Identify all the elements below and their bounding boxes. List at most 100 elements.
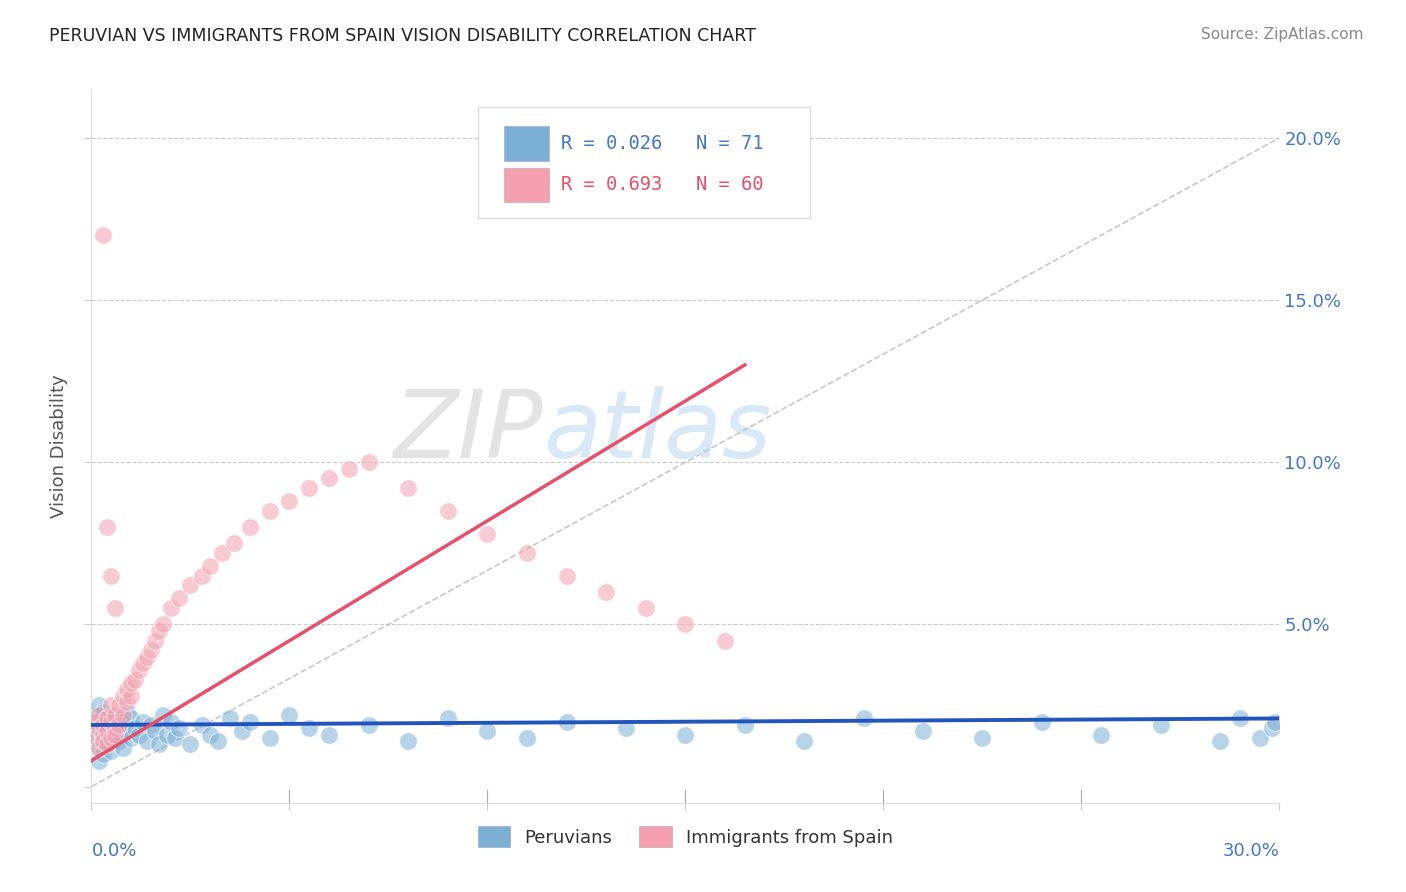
Point	[96, 738, 118, 752]
Point	[143, 724, 166, 739]
Point	[108, 718, 131, 732]
Point	[211, 546, 233, 560]
Point	[298, 721, 321, 735]
Point	[108, 698, 131, 713]
Point	[714, 633, 737, 648]
Point	[100, 731, 122, 745]
Point	[852, 711, 875, 725]
Point	[96, 711, 118, 725]
Point	[357, 718, 380, 732]
Point	[100, 708, 122, 723]
Point	[239, 520, 262, 534]
Point	[128, 728, 150, 742]
Point	[1209, 734, 1232, 748]
Point	[91, 728, 114, 742]
Point	[1229, 711, 1251, 725]
Point	[278, 708, 301, 723]
Point	[104, 728, 127, 742]
Point	[124, 673, 146, 687]
Point	[1260, 721, 1282, 735]
Bar	[503, 127, 548, 161]
Point	[89, 721, 111, 735]
Point	[734, 718, 756, 732]
Point	[135, 734, 157, 748]
Point	[84, 731, 107, 745]
Point	[112, 708, 135, 723]
Text: 0.0%: 0.0%	[91, 842, 136, 860]
Point	[911, 724, 934, 739]
Point	[91, 228, 114, 243]
Point	[91, 718, 114, 732]
Point	[84, 714, 107, 729]
Point	[124, 721, 146, 735]
Point	[436, 711, 458, 725]
Point	[89, 708, 111, 723]
Point	[115, 682, 138, 697]
Point	[139, 718, 162, 732]
Point	[167, 591, 190, 606]
Point	[259, 731, 281, 745]
Legend: Peruvians, Immigrants from Spain: Peruvians, Immigrants from Spain	[470, 819, 901, 855]
Point	[219, 711, 242, 725]
Point	[89, 740, 111, 755]
Point	[318, 728, 340, 742]
Point	[148, 624, 170, 638]
Point	[1031, 714, 1053, 729]
Point	[972, 731, 994, 745]
Point	[112, 740, 135, 755]
Text: R = 0.026   N = 71: R = 0.026 N = 71	[561, 134, 763, 153]
Text: ZIP: ZIP	[394, 386, 543, 477]
Point	[84, 731, 107, 745]
Point	[179, 738, 201, 752]
Point	[337, 461, 360, 475]
Bar	[503, 168, 548, 202]
Point	[112, 718, 135, 732]
Point	[156, 728, 179, 742]
Point	[120, 731, 142, 745]
Point	[112, 689, 135, 703]
FancyBboxPatch shape	[478, 107, 810, 218]
Text: Source: ZipAtlas.com: Source: ZipAtlas.com	[1201, 27, 1364, 42]
Point	[120, 689, 142, 703]
Point	[135, 649, 157, 664]
Point	[278, 494, 301, 508]
Point	[104, 721, 127, 735]
Point	[115, 705, 138, 719]
Point	[793, 734, 815, 748]
Point	[396, 481, 419, 495]
Point	[555, 568, 578, 582]
Point	[91, 705, 114, 719]
Point	[159, 601, 181, 615]
Point	[96, 711, 118, 725]
Point	[318, 471, 340, 485]
Point	[89, 698, 111, 713]
Point	[200, 728, 222, 742]
Text: R = 0.693   N = 60: R = 0.693 N = 60	[561, 176, 763, 194]
Point	[100, 568, 122, 582]
Point	[132, 714, 155, 729]
Point	[634, 601, 657, 615]
Point	[555, 714, 578, 729]
Text: 30.0%: 30.0%	[1223, 842, 1279, 860]
Point	[96, 724, 118, 739]
Point	[100, 714, 122, 729]
Point	[84, 714, 107, 729]
Point	[396, 734, 419, 748]
Point	[143, 633, 166, 648]
Point	[96, 520, 118, 534]
Point	[152, 617, 174, 632]
Point	[159, 714, 181, 729]
Point	[152, 708, 174, 723]
Point	[167, 721, 190, 735]
Text: atlas: atlas	[543, 386, 770, 477]
Point	[89, 740, 111, 755]
Point	[191, 568, 214, 582]
Point	[1264, 714, 1286, 729]
Point	[115, 724, 138, 739]
Point	[108, 714, 131, 729]
Point	[104, 731, 127, 745]
Point	[108, 734, 131, 748]
Point	[477, 724, 499, 739]
Point	[673, 728, 696, 742]
Point	[298, 481, 321, 495]
